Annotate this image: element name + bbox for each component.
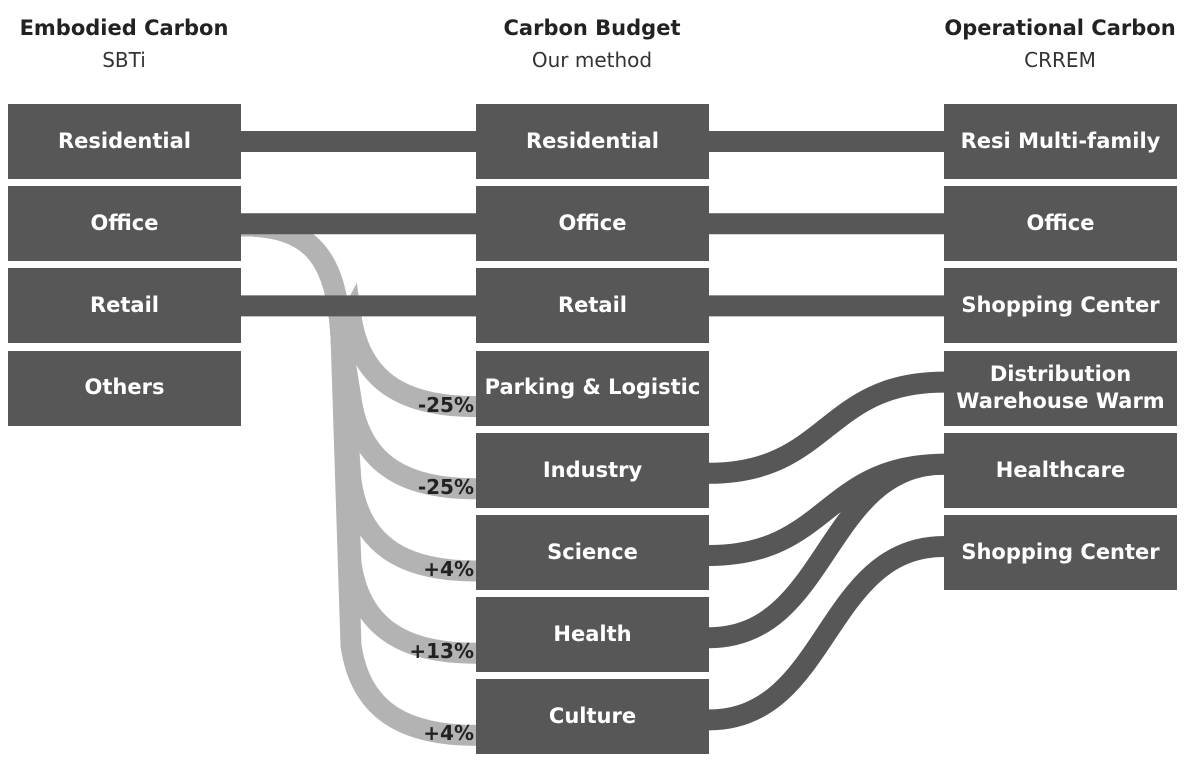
percent-label: +13% [409, 639, 474, 664]
percent-label: -25% [417, 392, 474, 417]
percent-label: -25% [417, 474, 474, 499]
percent-label: +4% [423, 721, 474, 746]
node-office: Office [476, 186, 709, 262]
node-science: Science [476, 515, 709, 590]
operational-link [708, 536, 945, 731]
header-budget: Carbon Budget Our method [442, 16, 742, 72]
column-subtitle: SBTi [102, 48, 146, 72]
node-industry: Industry [476, 432, 709, 508]
node-shopping-center: Shopping Center [944, 515, 1177, 590]
operational-link [708, 453, 945, 649]
node-parking-logistic: Parking & Logistic [476, 350, 709, 426]
node-residential: Residential [476, 104, 709, 179]
node-resi-multi-family: Resi Multi-family [944, 104, 1177, 179]
percent-label: +4% [423, 557, 474, 581]
node-culture: Culture [476, 679, 709, 755]
header-operational: Operational Carbon CRREM [910, 16, 1200, 72]
node-retail: Retail [476, 268, 709, 344]
node-health: Health [476, 597, 709, 673]
node-retail: Retail [8, 268, 241, 344]
column-title: Embodied Carbon [19, 16, 229, 40]
node-office: Office [944, 186, 1177, 262]
operational-link [708, 371, 945, 484]
node-residential: Residential [8, 104, 241, 179]
derived-link [240, 215, 477, 746]
column-title: Carbon Budget [503, 16, 681, 40]
header-embodied: Embodied Carbon SBTi [0, 16, 274, 72]
node-office: Office [8, 186, 241, 262]
node-shopping-center: Shopping Center [944, 268, 1177, 344]
column-subtitle: Our method [531, 48, 653, 72]
node-others: Others [8, 350, 241, 426]
node-distribution-warehouse-warm: Distribution Warehouse Warm [944, 350, 1177, 426]
column-subtitle: CRREM [1024, 48, 1096, 72]
node-healthcare: Healthcare [944, 432, 1177, 508]
column-title: Operational Carbon [944, 16, 1176, 40]
